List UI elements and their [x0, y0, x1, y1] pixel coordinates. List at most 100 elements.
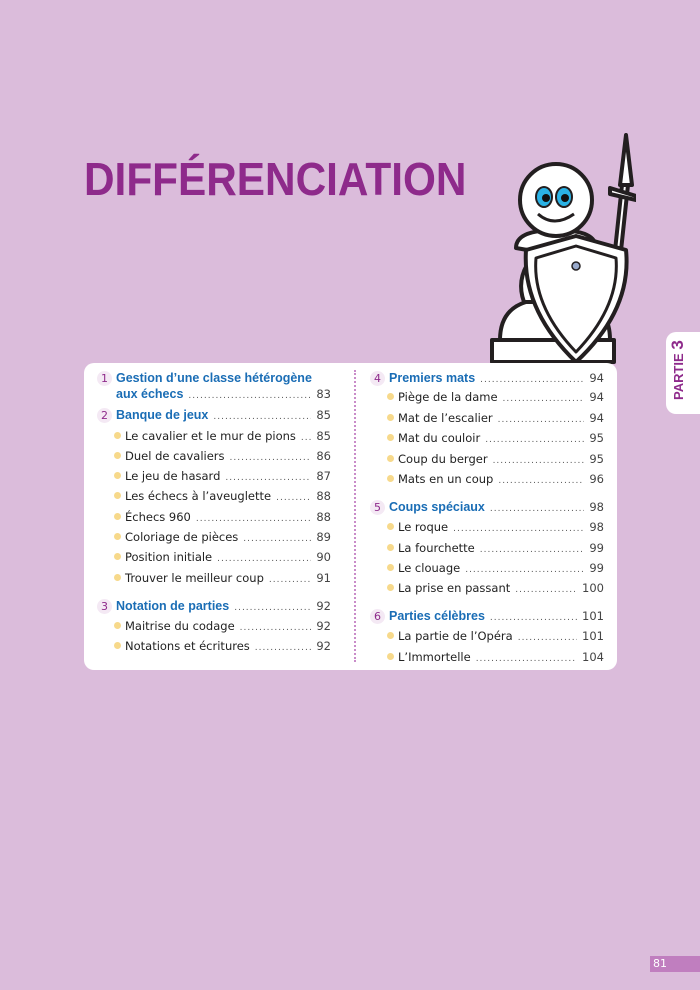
page-ref: 95 — [589, 452, 604, 466]
toc-section-2[interactable]: Banque de jeux 85 — [116, 406, 331, 424]
leader-dots — [276, 489, 311, 507]
page-ref: 101 — [582, 629, 604, 643]
toc-item[interactable]: Maitrise du codage 92 — [114, 617, 331, 635]
page-ref: 86 — [316, 449, 331, 463]
leader-dots — [498, 472, 584, 490]
leader-dots — [465, 561, 584, 579]
section-number: 6 — [370, 609, 385, 624]
leader-dots — [476, 650, 577, 668]
toc-item[interactable]: L’Immortelle 104 — [387, 648, 604, 666]
page-ref: 95 — [589, 431, 604, 445]
section-title: aux échecs — [116, 387, 184, 401]
toc-item[interactable]: La partie de l’Opéra 101 — [387, 627, 604, 645]
item-label: Le cavalier et le mur de pions — [125, 429, 296, 443]
leader-dots — [240, 619, 312, 637]
page-ref: 99 — [589, 561, 604, 575]
part-tab-label: PARTIE 3 — [668, 340, 687, 400]
item-label: Mats en un coup — [398, 472, 494, 486]
item-label: Trouver le meilleur coup — [125, 571, 264, 585]
page-ref: 101 — [582, 609, 604, 623]
leader-dots — [480, 371, 584, 389]
bullet-icon — [387, 523, 394, 530]
toc-section-5[interactable]: Coups spéciaux 98 — [389, 498, 604, 516]
bullet-icon — [114, 574, 121, 581]
section-number: 1 — [97, 371, 112, 386]
bullet-icon — [387, 434, 394, 441]
page-ref: 98 — [589, 520, 604, 534]
page-ref: 92 — [316, 639, 331, 653]
bullet-icon — [387, 584, 394, 591]
item-label: La prise en passant — [398, 581, 511, 595]
leader-dots — [255, 639, 312, 657]
toc-item[interactable]: Le jeu de hasard 87 — [114, 467, 331, 485]
section-title: Premiers mats — [389, 371, 476, 385]
toc-item[interactable]: Mat de l’escalier 94 — [387, 409, 604, 427]
toc-section-6[interactable]: Parties célèbres 101 — [389, 607, 604, 625]
item-label: Mat de l’escalier — [398, 411, 493, 425]
section-title: Coups spéciaux — [389, 500, 485, 514]
page-ref: 92 — [316, 619, 331, 633]
section-number: 4 — [370, 371, 385, 386]
item-label: Position initiale — [125, 550, 213, 564]
item-label: Le roque — [398, 520, 449, 534]
toc-item[interactable]: Les échecs à l’aveuglette 88 — [114, 487, 331, 505]
page-ref: 85 — [316, 408, 331, 422]
toc-section-4[interactable]: Premiers mats 94 — [389, 369, 604, 387]
leader-dots — [243, 530, 311, 548]
toc-item[interactable]: Duel de cavaliers 86 — [114, 447, 331, 465]
bullet-icon — [387, 393, 394, 400]
toc-item[interactable]: Mats en un coup 96 — [387, 470, 604, 488]
page-ref: 94 — [589, 390, 604, 404]
section-number: 5 — [370, 500, 385, 515]
toc-item[interactable]: Le cavalier et le mur de pions 85 — [114, 427, 331, 445]
toc-item[interactable]: Mat du couloir 95 — [387, 429, 604, 447]
toc-section-3[interactable]: Notation de parties 92 — [116, 597, 331, 615]
toc-item[interactable]: Piège de la dame 94 — [387, 388, 604, 406]
page-ref: 94 — [589, 411, 604, 425]
pawn-knight-illustration — [490, 133, 636, 364]
leader-dots — [230, 449, 312, 467]
toc-item[interactable]: La fourchette 99 — [387, 539, 604, 557]
bullet-icon — [114, 622, 121, 629]
bullet-icon — [387, 475, 394, 482]
page-ref: 100 — [582, 581, 604, 595]
page-ref: 92 — [316, 599, 331, 613]
page-ref: 87 — [316, 469, 331, 483]
page-ref: 98 — [589, 500, 604, 514]
leader-dots — [493, 452, 585, 470]
leader-dots — [518, 629, 577, 647]
toc-item[interactable]: Notations et écritures 92 — [114, 637, 331, 655]
toc-item[interactable]: Trouver le meilleur coup 91 — [114, 569, 331, 587]
toc-item[interactable]: Échecs 960 88 — [114, 508, 331, 526]
leader-dots — [490, 500, 584, 518]
leader-dots — [217, 550, 311, 568]
section-title: Notation de parties — [116, 599, 230, 613]
page-ref: 83 — [316, 387, 331, 401]
toc-item[interactable]: Le roque 98 — [387, 518, 604, 536]
toc-item[interactable]: Position initiale 90 — [114, 548, 331, 566]
toc-section-1-cont[interactable]: aux échecs 83 — [116, 385, 331, 403]
leader-dots — [515, 581, 577, 599]
bullet-icon — [114, 553, 121, 560]
column-divider — [354, 370, 356, 662]
bullet-icon — [387, 455, 394, 462]
page-ref: 89 — [316, 530, 331, 544]
item-label: Les échecs à l’aveuglette — [125, 489, 272, 503]
toc-section-1[interactable]: Gestion d’une classe hétérogène — [116, 369, 331, 387]
bullet-icon — [114, 492, 121, 499]
item-label: Le clouage — [398, 561, 461, 575]
toc-item[interactable]: La prise en passant 100 — [387, 579, 604, 597]
page-ref: 88 — [316, 510, 331, 524]
item-label: Piège de la dame — [398, 390, 498, 404]
leader-dots — [188, 387, 311, 405]
leader-dots — [480, 541, 585, 559]
page-ref: 99 — [589, 541, 604, 555]
leader-dots — [498, 411, 585, 429]
bullet-icon — [387, 564, 394, 571]
toc-item[interactable]: Coloriage de pièces 89 — [114, 528, 331, 546]
toc-item[interactable]: Le clouage 99 — [387, 559, 604, 577]
bullet-icon — [387, 414, 394, 421]
toc-item[interactable]: Coup du berger 95 — [387, 450, 604, 468]
leader-dots — [301, 429, 311, 447]
bullet-icon — [114, 472, 121, 479]
